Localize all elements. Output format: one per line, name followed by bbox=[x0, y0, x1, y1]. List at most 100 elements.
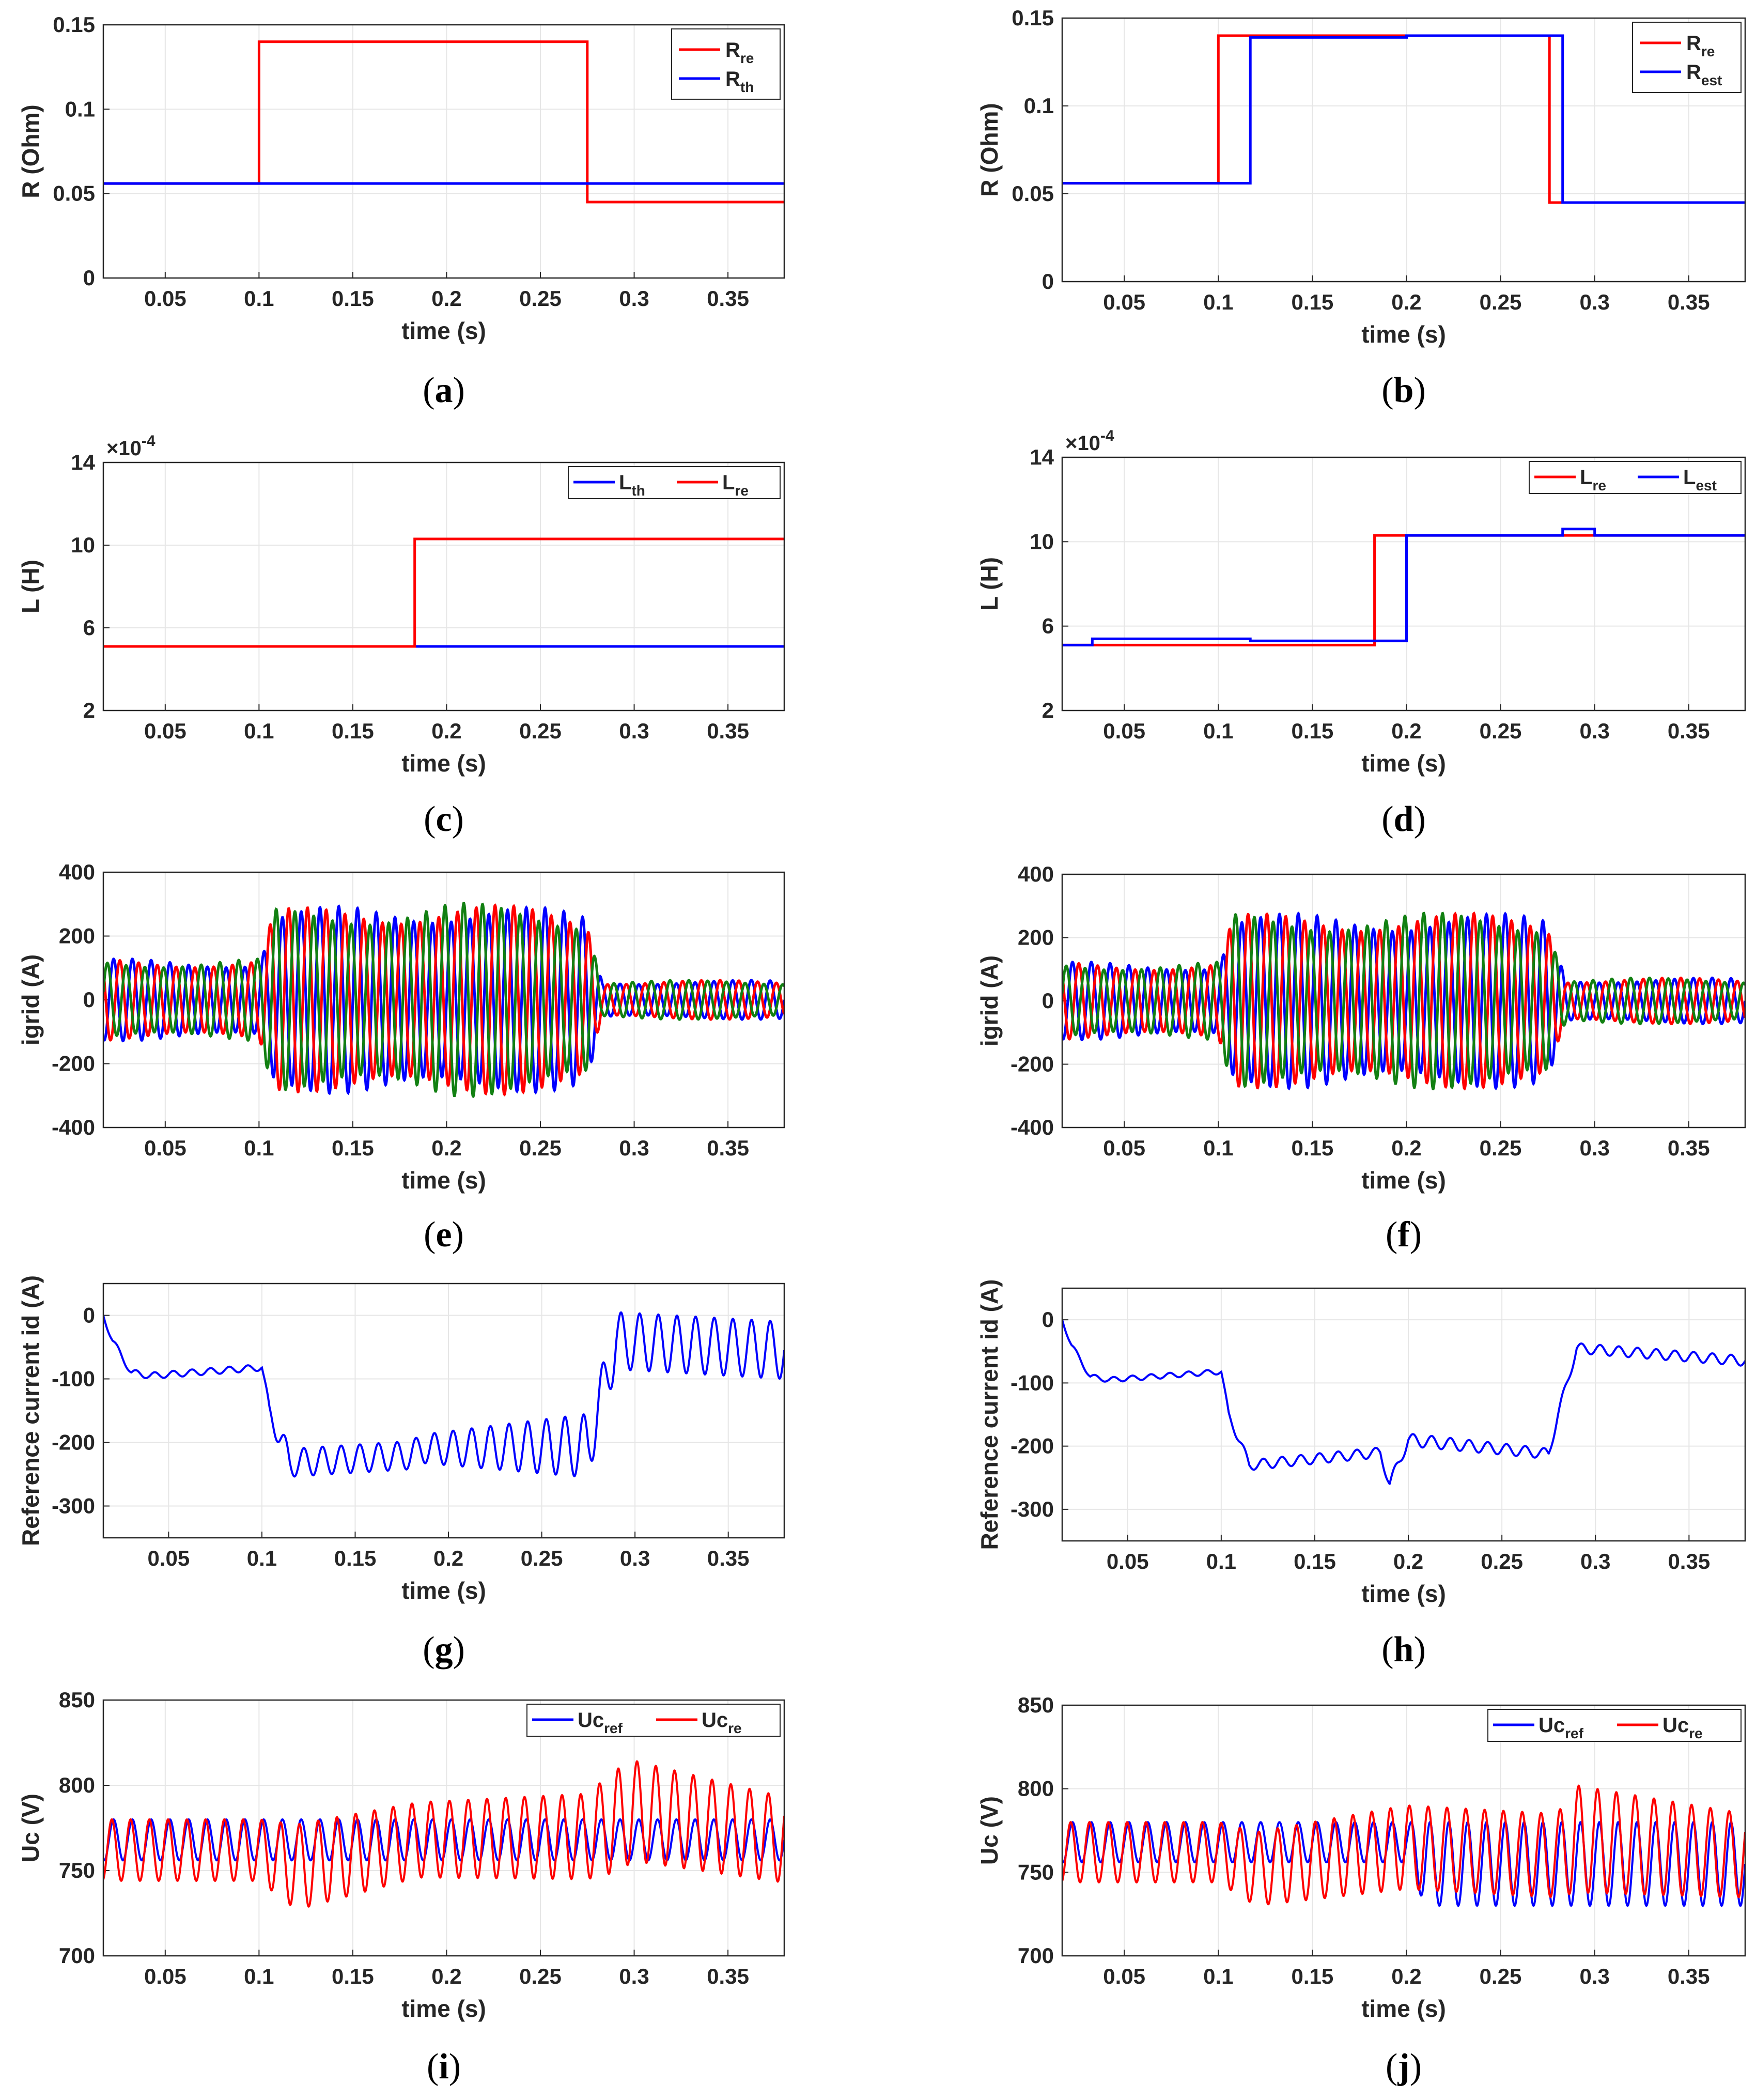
x-tick-label: 0.35 bbox=[1668, 290, 1710, 314]
plot-frame bbox=[1061, 456, 1746, 712]
panel-caption: (f) bbox=[1386, 1215, 1422, 1255]
y-tick-label: 850 bbox=[59, 1688, 95, 1712]
plot-frame bbox=[1061, 17, 1746, 283]
x-axis-label: time (s) bbox=[401, 1577, 486, 1604]
caption-close: ) bbox=[1413, 1630, 1425, 1670]
caption-letter: d bbox=[1394, 799, 1414, 839]
legend-entry-sub: ref bbox=[604, 1720, 623, 1736]
caption-letter: e bbox=[436, 1215, 452, 1255]
x-tick-label: 0.05 bbox=[1103, 719, 1145, 743]
data-layer bbox=[103, 1760, 784, 1908]
y-tick-label: 0 bbox=[1042, 989, 1054, 1013]
y-tick-label: -400 bbox=[52, 1115, 95, 1139]
x-tick-label: 0.25 bbox=[1480, 290, 1522, 314]
x-tick-label: 0.05 bbox=[144, 286, 187, 311]
plot-area bbox=[103, 462, 784, 711]
caption-close: ) bbox=[1410, 1215, 1422, 1255]
x-tick-label: 0.3 bbox=[1579, 1964, 1609, 1988]
y-tick-label: 0.05 bbox=[1012, 181, 1054, 206]
legend-entry: Rre bbox=[725, 39, 754, 66]
legend-entry-main: Uc bbox=[1662, 1714, 1689, 1737]
y-tick-label: 2 bbox=[83, 698, 95, 722]
legend-entry: Ucre bbox=[702, 1709, 742, 1736]
legend-box bbox=[1632, 22, 1742, 93]
plot-frame bbox=[1061, 1704, 1746, 1957]
caption-close: ) bbox=[452, 799, 464, 839]
y-tick-label: -400 bbox=[1011, 1115, 1054, 1139]
legend-entry-sub: re bbox=[735, 483, 748, 499]
legend-entry-sub: est bbox=[1696, 477, 1716, 493]
x-tick-label: 0.1 bbox=[244, 1136, 274, 1160]
caption-open: ( bbox=[1381, 1630, 1393, 1670]
x-tick-label: 0.3 bbox=[619, 1136, 649, 1160]
caption-letter: i bbox=[439, 2047, 448, 2087]
y-tick-label: -200 bbox=[52, 1052, 95, 1076]
caption-open: ( bbox=[427, 2047, 439, 2087]
x-tick-label: 0.2 bbox=[431, 1964, 461, 1988]
x-tick-label: 0.15 bbox=[334, 1546, 377, 1570]
y-tick-label: 0.05 bbox=[53, 181, 95, 206]
x-tick-label: 0.35 bbox=[1668, 1964, 1710, 1988]
y-tick-label: 0 bbox=[83, 987, 95, 1012]
y-tick-label: 10 bbox=[1030, 529, 1054, 553]
x-tick-label: 0.35 bbox=[707, 719, 749, 743]
legend-entry-sub: th bbox=[740, 79, 754, 95]
x-tick-label: 0.3 bbox=[620, 1546, 650, 1570]
data-layer bbox=[103, 902, 784, 1099]
caption-letter: j bbox=[1397, 2047, 1409, 2087]
data-layer bbox=[103, 537, 784, 648]
caption-close: ) bbox=[453, 370, 465, 410]
x-tick-label: 0.3 bbox=[1579, 290, 1609, 314]
legend-entry-sub: re bbox=[740, 50, 754, 66]
panel-caption: (c) bbox=[424, 799, 464, 839]
x-tick-label: 0.05 bbox=[144, 1136, 187, 1160]
x-tick-label: 0.2 bbox=[1391, 719, 1421, 743]
caption-close: ) bbox=[452, 1215, 464, 1255]
x-tick-label: 0.2 bbox=[1391, 290, 1421, 314]
x-tick-label: 0.35 bbox=[707, 1964, 749, 1988]
x-tick-label: 0.2 bbox=[1391, 1964, 1421, 1988]
caption-letter: b bbox=[1394, 370, 1414, 410]
x-tick-label: 0.05 bbox=[1103, 1136, 1145, 1160]
legend-entry-main: Uc bbox=[578, 1709, 604, 1732]
x-axis-label: time (s) bbox=[1361, 1167, 1446, 1194]
y-tick-label: 800 bbox=[59, 1773, 95, 1797]
y-tick-label: -100 bbox=[1011, 1370, 1054, 1395]
legend-entry-main: R bbox=[725, 68, 740, 90]
legend-entry: Rre bbox=[1686, 32, 1715, 59]
y-tick-label: 0 bbox=[1042, 1307, 1054, 1332]
series-line-l-est bbox=[1062, 528, 1745, 646]
x-tick-label: 0.2 bbox=[431, 1136, 461, 1160]
y-tick-label: 400 bbox=[59, 860, 95, 884]
legend-entry-main: L bbox=[619, 471, 631, 494]
x-tick-label: 0.15 bbox=[1291, 1964, 1333, 1988]
axis-exponent: ×10-4 bbox=[106, 433, 156, 460]
legend-entry: Lth bbox=[619, 471, 645, 499]
legend-entry: Rest bbox=[1686, 61, 1722, 88]
y-tick-label: 700 bbox=[59, 1943, 95, 1968]
x-tick-label: 0.3 bbox=[619, 719, 649, 743]
phase-1-current bbox=[103, 904, 784, 1095]
phase-3-current bbox=[103, 902, 784, 1099]
axis-exponent-base: ×10 bbox=[106, 437, 142, 460]
caption-close: ) bbox=[1410, 2047, 1422, 2087]
x-tick-label: 0.35 bbox=[1668, 1136, 1710, 1160]
panel-caption: (i) bbox=[427, 2047, 461, 2087]
y-tick-label: 700 bbox=[1018, 1943, 1054, 1968]
axis-exponent-base: ×10 bbox=[1065, 432, 1100, 455]
x-tick-label: 0.1 bbox=[244, 286, 274, 311]
y-axis-label: Reference current id (A) bbox=[976, 1279, 1003, 1550]
phase-1-current bbox=[1062, 912, 1745, 1091]
caption-open: ( bbox=[1381, 370, 1393, 410]
series-line-uc-re bbox=[103, 1760, 784, 1908]
x-tick-label: 0.25 bbox=[519, 1964, 562, 1988]
y-tick-label: -100 bbox=[52, 1367, 95, 1391]
phase-3-current bbox=[1062, 912, 1745, 1091]
caption-open: ( bbox=[424, 1215, 436, 1255]
series-line-uc-re bbox=[1062, 1784, 1745, 1906]
y-tick-label: -300 bbox=[52, 1494, 95, 1518]
legend-entry-sub: est bbox=[1701, 72, 1722, 88]
y-axis-label: igrid (A) bbox=[976, 955, 1003, 1046]
